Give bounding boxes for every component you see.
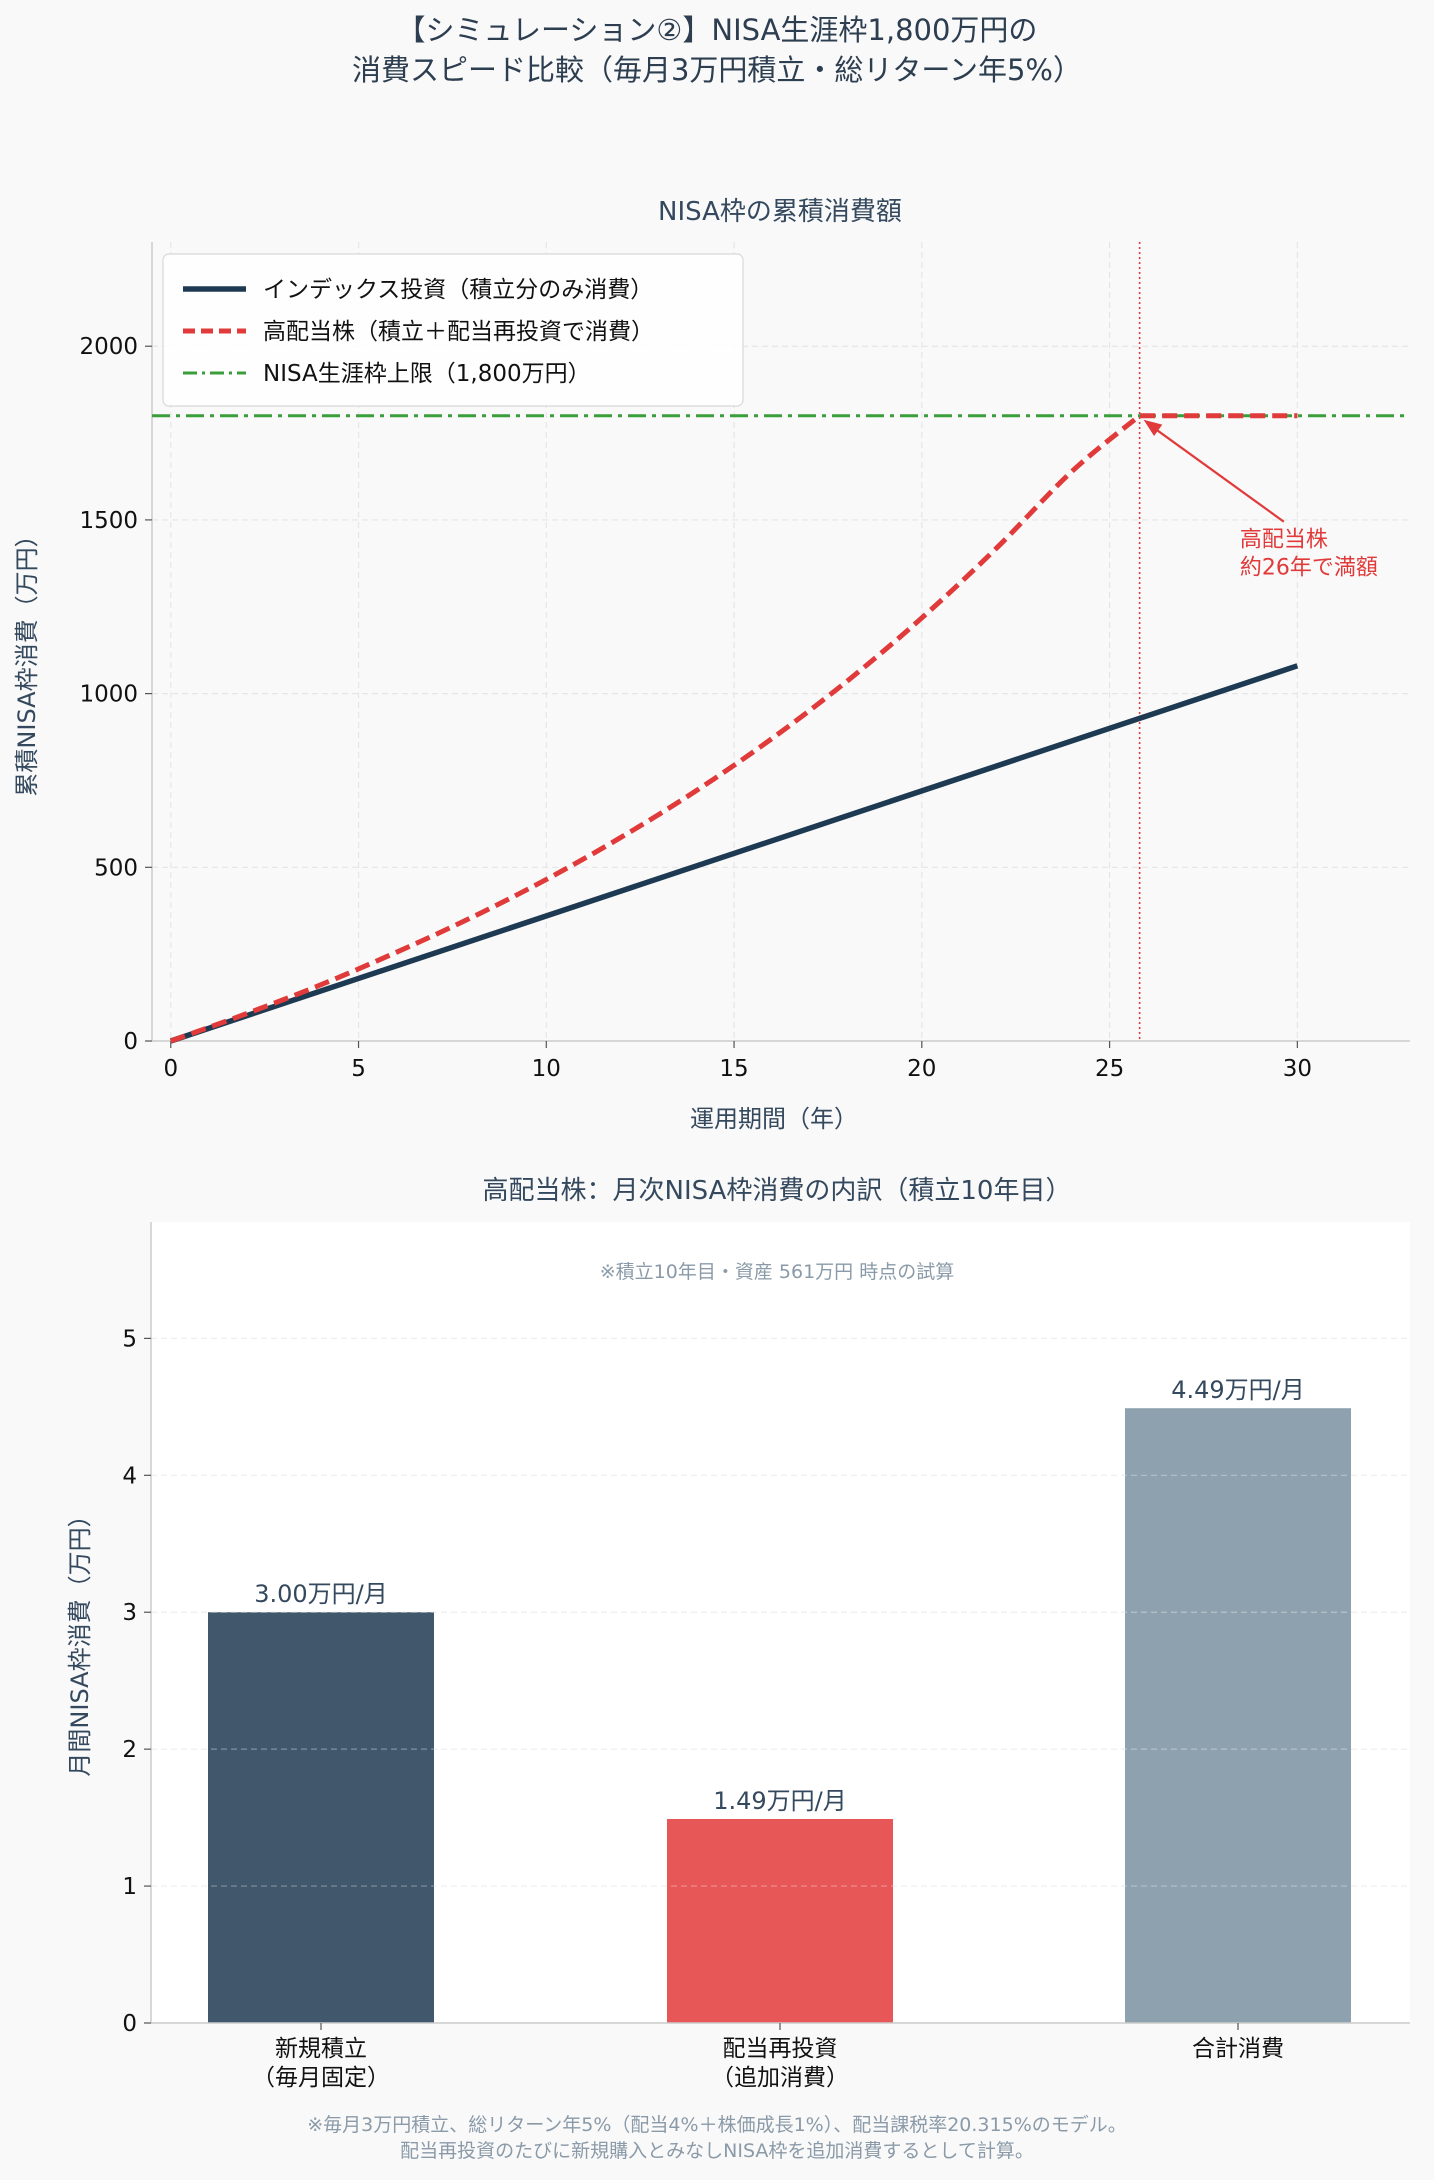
annotation-arrow-head [1143, 419, 1163, 436]
bar-chart-subtitle: ※積立10年目・資産 561万円 時点の試算 [600, 1261, 954, 1283]
bar-dividend-reinvest [667, 1818, 893, 2023]
bar-y-tick-label: 4 [122, 1463, 137, 1489]
suptitle-line2: 消費スピード比較（毎月3万円積立・総リターン年5%） [352, 53, 1082, 87]
annotation-line2: 約26年で満額 [1240, 556, 1378, 581]
annotation-arrow [1152, 426, 1285, 523]
bar-total-value-label: 4.49万円/月 [1171, 1376, 1305, 1404]
bar-y-tick-label: 0 [122, 2011, 137, 2037]
bar-y-tick-label: 1 [122, 1874, 137, 1900]
bar-y-tick-label: 5 [122, 1326, 137, 1352]
annotation-full-quota: 高配当株 約26年で満額 [1143, 419, 1378, 581]
line-chart: NISA枠の累積消費額 0 5 10 15 20 25 30 0 500 1000 1500 200… [13, 197, 1410, 1133]
annotation-line1: 高配当株 [1240, 528, 1328, 553]
line-x-tick-label: 5 [351, 1056, 366, 1082]
bar-group: 3.00万円/月 1.49万円/月 4.49万円/月 [151, 1337, 1410, 2023]
line-x-tick-label: 0 [163, 1056, 178, 1082]
footnote-line2: 配当再投資のたびに新規購入とみなしNISA枠を追加消費するとして計算。 [400, 2140, 1034, 2162]
legend-box [162, 253, 744, 407]
series-dividend-line [169, 413, 1298, 1044]
line-y-tick-label: 1000 [79, 682, 138, 708]
bar-new-contribution-value-label: 3.00万円/月 [254, 1580, 388, 1608]
bar-category-label-line1: 配当再投資 [723, 2036, 838, 2062]
bar-dividend-reinvest-value-label: 1.49万円/月 [713, 1787, 847, 1815]
bar-category-label-line2: （毎月固定） [252, 2065, 390, 2091]
line-x-tick-label: 25 [1095, 1056, 1124, 1082]
line-y-ticks: 0 500 1000 1500 2000 [79, 334, 152, 1055]
bar-category-label-line1: 合計消費 [1192, 2036, 1284, 2062]
line-x-ticks: 0 5 10 15 20 25 30 [163, 1041, 1312, 1082]
line-y-tick-label: 2000 [79, 334, 138, 360]
line-x-tick-label: 30 [1283, 1056, 1312, 1082]
line-x-tick-label: 10 [532, 1056, 561, 1082]
line-y-axis-label: 累積NISA枠消費（万円） [13, 523, 41, 796]
footnote-line1: ※毎月3万円積立、総リターン年5%（配当4%＋株価成長1%）、配当課税率20.3… [307, 2114, 1127, 2136]
line-y-tick-label: 0 [123, 1029, 138, 1055]
legend-limit-label: NISA生涯枠上限（1,800万円） [263, 361, 591, 387]
line-x-tick-label: 15 [719, 1056, 748, 1082]
bar-chart-title: 高配当株：月次NISA枠消費の内訳（積立10年目） [483, 1176, 1072, 1206]
bar-total [1125, 1408, 1351, 2023]
bar-x-ticks: 新規積立 （毎月固定） 配当再投資 （追加消費） 合計消費 [252, 2023, 1284, 2091]
bar-y-tick-label: 2 [122, 1737, 137, 1763]
bar-category-label-line1: 新規積立 [275, 2036, 367, 2062]
line-x-tick-label: 20 [907, 1056, 936, 1082]
bar-category-label-line2: （追加消費） [711, 2065, 849, 2091]
line-series-group [152, 242, 1410, 1044]
bar-y-tick-label: 3 [122, 1600, 137, 1626]
line-chart-title: NISA枠の累積消費額 [658, 197, 902, 227]
legend-index-label: インデックス投資（積立分のみ消費） [263, 277, 653, 303]
line-x-axis-label: 運用期間（年） [690, 1105, 858, 1133]
bar-new-contribution [208, 1612, 434, 2023]
line-y-tick-label: 1500 [79, 508, 138, 534]
bar-chart: 高配当株：月次NISA枠消費の内訳（積立10年目） ※積立10年目・資産 561… [66, 1176, 1410, 2091]
suptitle-line1: 【シミュレーション②】NISA生涯枠1,800万円の [397, 13, 1038, 47]
bar-y-ticks: 0 1 2 3 4 5 [122, 1326, 151, 2037]
series-index-line [169, 663, 1299, 1044]
line-axes [151, 242, 1410, 1042]
line-legend: インデックス投資（積立分のみ消費） 高配当株（積立＋配当再投資で消費） NISA生涯… [162, 253, 744, 407]
bar-y-axis-label: 月間NISA枠消費（万円） [66, 1503, 94, 1776]
legend-dividend-label: 高配当株（積立＋配当再投資で消費） [263, 319, 654, 345]
line-y-tick-label: 500 [94, 855, 138, 881]
